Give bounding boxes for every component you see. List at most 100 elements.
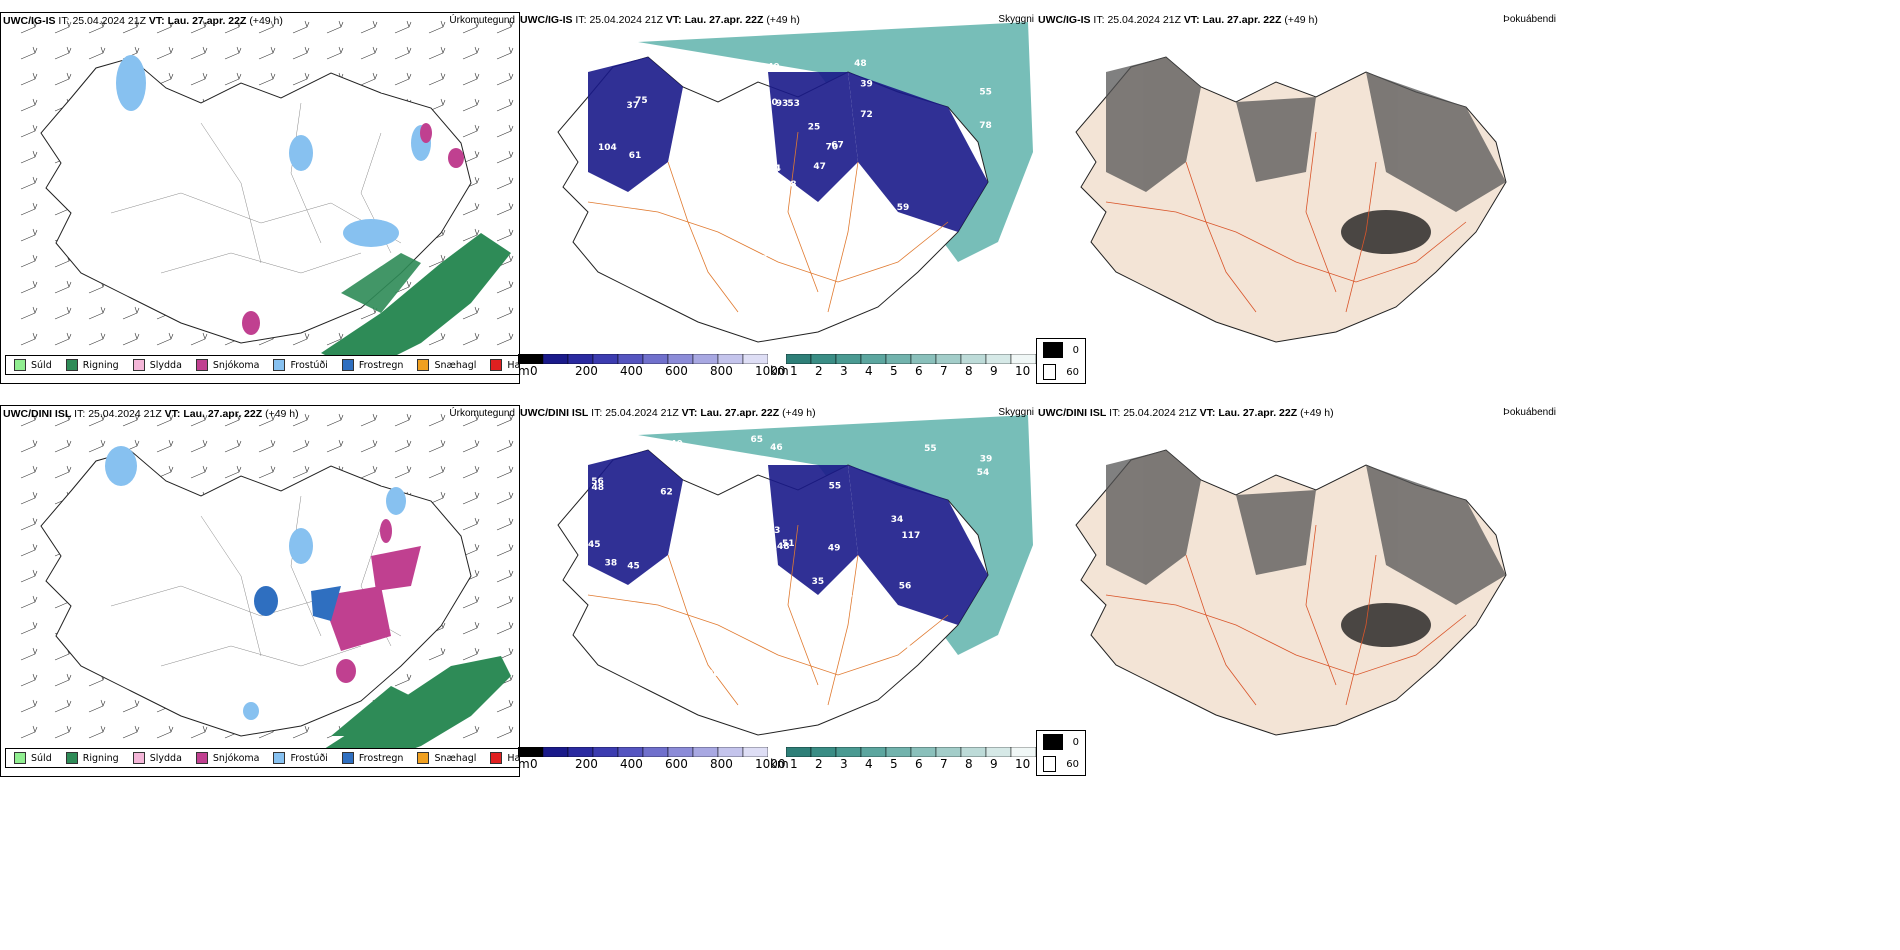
- visibility-bin: [910, 354, 937, 364]
- visibility-tick: 10: [1015, 757, 1031, 771]
- visibility-bin: [885, 354, 912, 364]
- legend-swatch: [341, 752, 354, 764]
- wind-barb: [258, 439, 276, 453]
- wind-barb: [394, 72, 412, 86]
- visibility-bin: [810, 747, 837, 757]
- cloud-label: 140: [664, 440, 683, 450]
- wind-barb: [496, 46, 514, 60]
- legend-label: Slydda: [149, 752, 182, 764]
- visibility-tick: 7: [940, 757, 948, 771]
- wind-barb: [462, 124, 480, 138]
- cloud-panel-bottom: UWC/DINI ISL IT: 25.04.2024 21Z VT: Lau.…: [518, 405, 1036, 775]
- wind-barb: [122, 306, 140, 320]
- cloud-label: 39: [860, 80, 873, 90]
- cloud-label: 46: [770, 443, 783, 453]
- cloud-label: 136: [678, 261, 697, 271]
- wind-barb: [496, 517, 514, 531]
- visibility-bin: [835, 747, 862, 757]
- wind-barb: [20, 280, 38, 294]
- wind-barb: [20, 647, 38, 661]
- wind-barb: [326, 332, 344, 346]
- wind-barb: [462, 98, 480, 112]
- legend-swatch: [132, 752, 145, 764]
- wind-barb: [462, 725, 480, 739]
- wind-barb: [292, 725, 310, 739]
- wind-barb: [20, 569, 38, 583]
- cloud-map: 845 46 34 39 56 50 45 55 49 55 51 56 65 48 62 44 64 38 35 5…: [557, 415, 1033, 736]
- wind-barb: [190, 20, 208, 34]
- wind-barb: [496, 595, 514, 609]
- cloud-label: 56: [591, 477, 604, 487]
- visibility-tick: 3: [840, 757, 848, 771]
- cloud-label: 74: [864, 202, 877, 212]
- cloud-label: 106: [701, 669, 720, 679]
- cloud-label: 72: [860, 110, 873, 120]
- wind-barb: [428, 465, 446, 479]
- legend-label: Frostregn: [358, 752, 404, 764]
- elevation-bin: [742, 747, 768, 757]
- wind-barb: [428, 647, 446, 661]
- cloud-label: 64: [817, 647, 830, 657]
- visibility-tick: 9: [990, 364, 998, 378]
- wind-barb: [428, 413, 446, 427]
- elevation-bin: [518, 354, 544, 364]
- cloud-label: 44: [666, 618, 679, 628]
- visibility-bin: [786, 354, 812, 364]
- wind-barb: [360, 20, 378, 34]
- cloud-label: 38: [764, 167, 777, 177]
- wind-barb: [88, 413, 106, 427]
- legend-item: Rigning: [65, 359, 119, 371]
- wind-barb: [258, 465, 276, 479]
- wind-barb: [20, 254, 38, 268]
- wind-barb: [462, 439, 480, 453]
- cloud-label: 93: [776, 99, 789, 109]
- legend-swatch: [195, 359, 208, 371]
- wind-barb: [122, 20, 140, 34]
- cloud-label: 61: [629, 151, 642, 161]
- panel-type-precip: Úrkomutegund: [449, 408, 515, 419]
- elevation-bin: [567, 354, 594, 364]
- wind-barb: [156, 413, 174, 427]
- cloud-label: 58: [784, 180, 797, 190]
- cloud-label: 53: [754, 178, 767, 188]
- panel-type-cloud: Skyggni: [998, 407, 1034, 418]
- visibility-bin: [810, 354, 837, 364]
- wind-barb: [462, 413, 480, 427]
- wind-barb: [88, 699, 106, 713]
- cloud-label: 55: [829, 482, 842, 492]
- legend-label: Snjókoma: [212, 752, 260, 764]
- wind-barb: [462, 332, 480, 346]
- fog-swatch: [1043, 364, 1057, 380]
- wind-barb: [496, 72, 514, 86]
- wind-barb: [360, 72, 378, 86]
- wind-barb: [20, 621, 38, 635]
- legend-item: Slydda: [132, 752, 182, 764]
- panel-type-fog: Þokuábendi: [1503, 407, 1556, 418]
- wind-barb: [428, 332, 446, 346]
- elevation-unit: m: [518, 757, 530, 771]
- legend-label: Súld: [31, 359, 52, 371]
- legend-item: Frostregn: [341, 359, 403, 371]
- visibility-bin: [1010, 354, 1036, 364]
- legend-swatch: [273, 359, 286, 371]
- elevation-tick: 200: [575, 757, 598, 771]
- wind-barb: [462, 150, 480, 164]
- cloud-label: 43: [872, 627, 885, 637]
- wind-barb: [20, 413, 38, 427]
- wind-barb: [462, 595, 480, 609]
- wind-barb: [224, 46, 242, 60]
- cloud-labels: 845 46 34 39 56 50 45 55 49 55 51 56 65 48 62 44 64 38 35 5…: [582, 435, 993, 692]
- wind-barb: [428, 46, 446, 60]
- legend-swatch: [341, 359, 354, 371]
- wind-barb: [258, 72, 276, 86]
- wind-barb: [190, 332, 208, 346]
- legend-item: Frostúði: [273, 359, 328, 371]
- wind-barb: [462, 228, 480, 242]
- cloud-label: 25: [808, 123, 821, 133]
- rain-areas: [321, 656, 511, 768]
- wind-barb: [20, 20, 38, 34]
- cloud-label: 67: [831, 140, 844, 150]
- visibility-bin: [960, 747, 987, 757]
- cloud-label: 75: [609, 600, 622, 610]
- wind-barb: [20, 150, 38, 164]
